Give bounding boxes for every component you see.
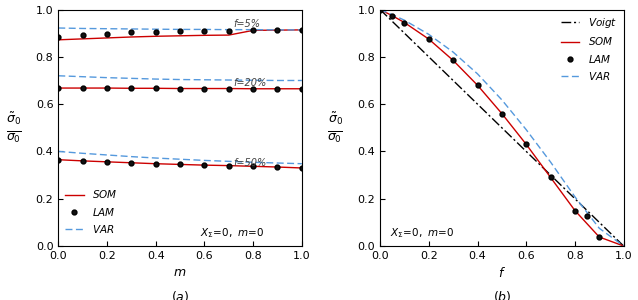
Y-axis label: $\tilde{\sigma}_0$
$\overline{\sigma_0}$: $\tilde{\sigma}_0$ $\overline{\sigma_0}$: [6, 111, 22, 145]
X-axis label: $f$: $f$: [498, 266, 506, 280]
Y-axis label: $\tilde{\sigma}_0$
$\overline{\sigma_0}$: $\tilde{\sigma}_0$ $\overline{\sigma_0}$: [327, 111, 343, 145]
Legend: $SOM$, $LAM$, $VAR$: $SOM$, $LAM$, $VAR$: [61, 184, 122, 239]
Text: f=20%: f=20%: [234, 78, 267, 88]
Legend: $Voigt$, $SOM$, $LAM$, $VAR$: $Voigt$, $SOM$, $LAM$, $VAR$: [556, 12, 621, 86]
Text: $X_{\Sigma}\!=\!0,\ m\!=\!0$: $X_{\Sigma}\!=\!0,\ m\!=\!0$: [390, 226, 454, 240]
Text: $(a)$: $(a)$: [171, 289, 189, 300]
Text: f=50%: f=50%: [234, 158, 267, 168]
X-axis label: $m$: $m$: [174, 266, 187, 279]
Text: f=5%: f=5%: [234, 19, 261, 29]
Text: $(b)$: $(b)$: [493, 289, 511, 300]
Text: $X_{\Sigma}\!=\!0,\ m\!=\!0$: $X_{\Sigma}\!=\!0,\ m\!=\!0$: [200, 226, 264, 240]
